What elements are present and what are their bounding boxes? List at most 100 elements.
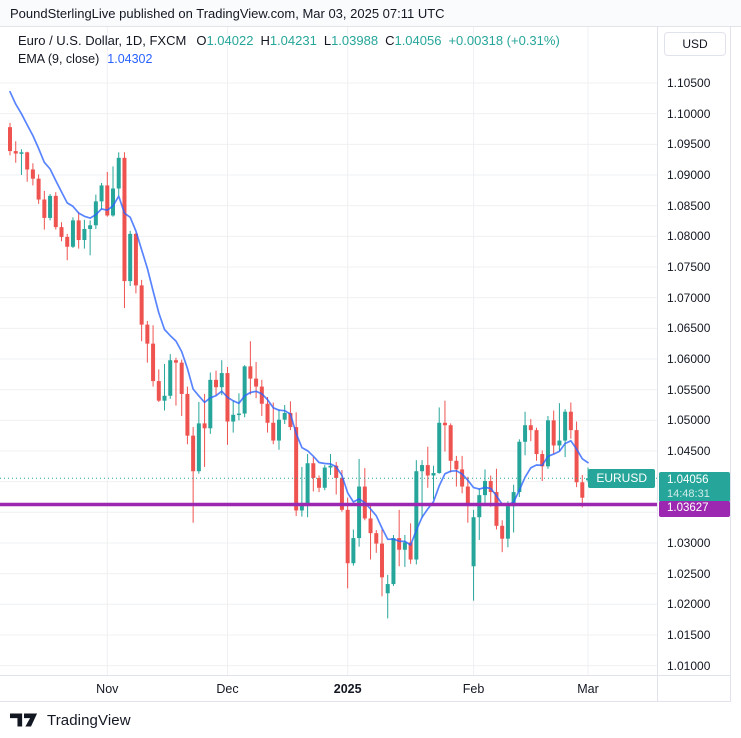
candle — [500, 520, 505, 553]
candle — [471, 509, 476, 601]
candle — [299, 466, 304, 517]
candle-body — [580, 482, 585, 498]
candle — [276, 409, 281, 450]
candle — [305, 454, 310, 518]
symbol-price-line-label: EURUSD — [588, 469, 655, 488]
candle-body — [322, 467, 327, 488]
time-axis-label: Mar — [577, 682, 599, 696]
price-axis[interactable]: USD 1.10500 1.10000 1.09500 1.09000 1.08500 1… — [657, 27, 731, 702]
candle-body — [25, 152, 30, 170]
candle — [402, 535, 407, 567]
candle-body — [420, 465, 425, 472]
price-tick-label: 1.05500 — [667, 382, 711, 397]
chart-pane[interactable] — [0, 27, 657, 675]
candle — [517, 439, 522, 497]
candle-body — [145, 324, 150, 344]
candle-body — [208, 379, 213, 429]
candle — [534, 427, 539, 461]
candle — [202, 393, 207, 467]
candle — [368, 506, 373, 560]
candle — [168, 354, 173, 399]
time-axis-label: Dec — [216, 682, 239, 696]
candle-body — [236, 413, 241, 416]
candle-body — [53, 195, 58, 228]
candle-body — [379, 543, 384, 578]
candle — [397, 509, 402, 567]
candle — [259, 379, 264, 417]
candle-body — [254, 378, 259, 387]
candle — [442, 400, 447, 452]
candle — [431, 465, 436, 500]
candle-body — [528, 425, 533, 431]
candle-body — [265, 403, 270, 423]
tradingview-logo-icon — [10, 713, 38, 727]
candle-body — [374, 533, 379, 544]
candle-body — [128, 233, 133, 282]
price-tick-label: 1.07500 — [667, 259, 711, 274]
price-tick-label: 1.05000 — [667, 413, 711, 428]
candle — [505, 501, 510, 548]
price-chart[interactable] — [0, 27, 657, 675]
candle — [483, 469, 488, 504]
price-tick-label: 1.10000 — [667, 106, 711, 121]
tradingview-logo-link[interactable]: TradingView — [10, 712, 131, 729]
candle — [523, 411, 528, 456]
candle-body — [397, 538, 402, 550]
price-tick-label: 1.02000 — [667, 597, 711, 612]
publish-bar: PoundSterlingLive published on TradingVi… — [0, 0, 741, 27]
candle-body — [494, 492, 499, 526]
candle — [563, 409, 568, 458]
candle — [477, 488, 482, 540]
candle — [162, 363, 167, 411]
candle — [242, 365, 247, 418]
candle — [128, 230, 133, 287]
candle-body — [471, 517, 476, 567]
candle — [214, 370, 219, 396]
candle — [53, 192, 58, 230]
time-axis[interactable]: Nov Dec 2025 Feb Mar — [0, 675, 731, 702]
candle-body — [500, 525, 505, 539]
candle — [116, 152, 121, 196]
price-tick-label: 1.02500 — [667, 566, 711, 581]
candle — [225, 366, 230, 445]
candle — [19, 149, 24, 175]
candle-body — [460, 469, 465, 487]
candle — [151, 325, 156, 387]
candle — [139, 279, 144, 342]
candle — [133, 232, 138, 294]
candle-body — [505, 506, 510, 539]
candle — [30, 163, 35, 186]
candle — [317, 475, 322, 493]
candle-body — [42, 199, 47, 218]
candle-body — [288, 412, 293, 428]
candle-body — [294, 427, 299, 511]
candle-body — [133, 233, 138, 286]
candle — [494, 468, 499, 530]
candle-body — [334, 465, 339, 478]
last-price-value: 1.04056 — [667, 474, 709, 486]
candle-body — [242, 366, 247, 414]
time-axis-label: 2025 — [333, 682, 362, 696]
price-tick-label: 1.04500 — [667, 443, 711, 458]
candle — [271, 402, 276, 445]
candle — [351, 529, 356, 566]
candle — [374, 530, 379, 553]
level-price-badge: 1.03627 — [659, 501, 730, 517]
candle — [437, 407, 442, 474]
candle-body — [557, 440, 562, 446]
candle — [528, 419, 533, 442]
candle-body — [465, 486, 470, 505]
candle-body — [299, 504, 304, 511]
price-tick-label: 1.07000 — [667, 290, 711, 305]
candle-body — [517, 441, 522, 493]
currency-button[interactable]: USD — [664, 32, 726, 56]
candle — [173, 357, 178, 406]
candle — [586, 467, 591, 483]
candle-body — [59, 227, 64, 237]
publish-bar-text: PoundSterlingLive published on TradingVi… — [10, 5, 445, 21]
candle-body — [151, 343, 156, 382]
candle-body — [248, 366, 253, 379]
candle-body — [540, 454, 545, 467]
candle-body — [13, 151, 18, 154]
candle — [99, 182, 104, 210]
